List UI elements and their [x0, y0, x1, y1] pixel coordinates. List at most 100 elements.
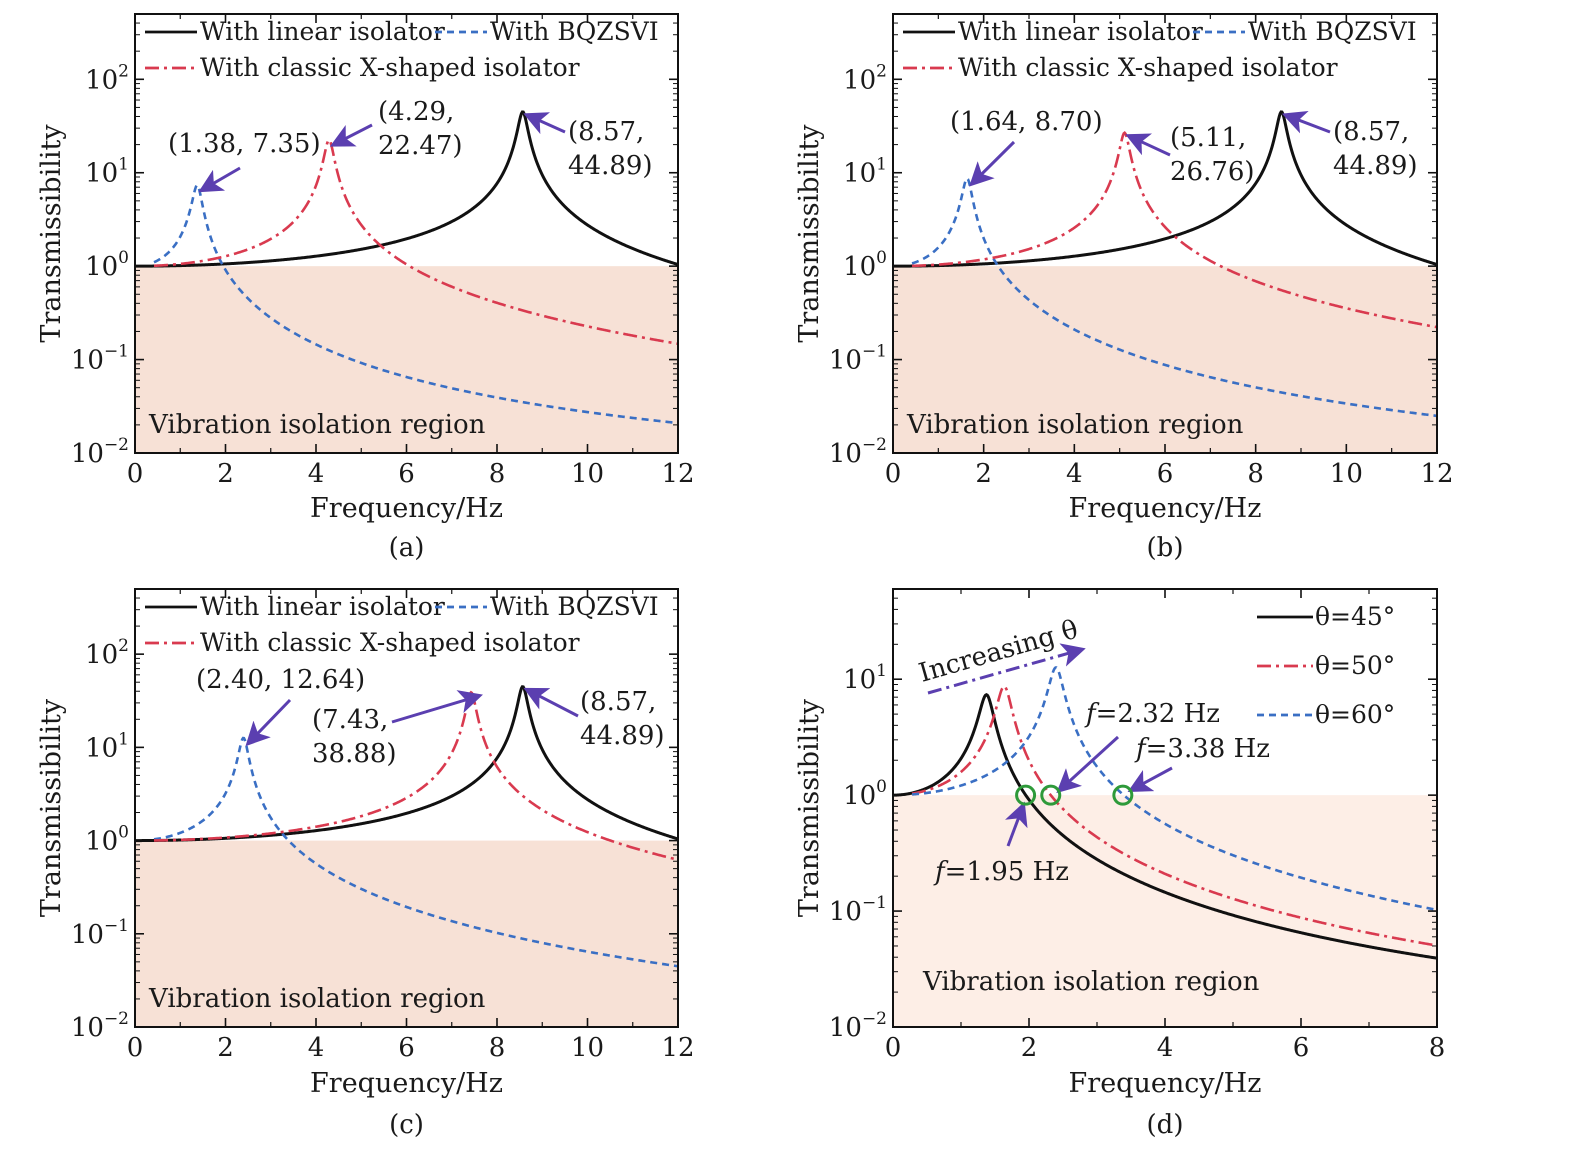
annotation-arrow: [391, 690, 483, 724]
x-tick-label: 4: [1157, 1033, 1174, 1063]
crossover-circle: [1015, 784, 1037, 806]
annotation-label: (8.57, 44.89): [580, 687, 665, 751]
x-tick-label: 6: [1157, 459, 1174, 489]
y-tick-label: 100: [843, 248, 887, 282]
legend-label: With classic X-shaped isolator: [200, 628, 580, 657]
x-axis-label: Frequency/Hz: [310, 1068, 503, 1099]
x-tick-label: 4: [1066, 459, 1083, 489]
legend-label: θ=45°: [1315, 602, 1395, 631]
x-tick-label: 8: [489, 1033, 506, 1063]
annotation-arrow: [245, 698, 292, 747]
crossover-markers: [1015, 784, 1134, 806]
legend: With linear isolator With BQZSVI With clas…: [903, 17, 1417, 82]
y-tick-label: 10−1: [829, 342, 887, 376]
x-tick-label: 6: [398, 459, 415, 489]
series-line-1: [893, 110, 1438, 268]
annotations: (1.64, 8.70) (5.11, 26.76) (8.57, 44.89): [950, 107, 1418, 187]
series-line-2: [153, 183, 679, 425]
y-axis: 10−2 10−1 100 101 102: [71, 22, 678, 469]
legend-label: θ=60°: [1315, 700, 1395, 729]
crossover-circle: [1040, 784, 1062, 806]
x-tick-label: 12: [1420, 459, 1453, 489]
legend-label: With BQZSVI: [1248, 17, 1417, 46]
annotation-label: (4.29, 22.47): [378, 97, 463, 161]
annotation-arrow: [523, 687, 579, 718]
x-tick-label: 10: [571, 459, 604, 489]
y-tick-label: 10−1: [71, 342, 129, 376]
y-tick-label: 101: [85, 155, 129, 189]
y-axis: 10−2 10−1 100 101 102: [829, 22, 1437, 469]
x-axis-label: Frequency/Hz: [1069, 493, 1262, 524]
region-label: Vibration isolation region: [148, 410, 486, 440]
isolation-region: [135, 840, 678, 1027]
legend-label: With linear isolator: [200, 592, 445, 621]
curves: [135, 110, 679, 425]
y-tick-label: 101: [843, 155, 887, 189]
curves: [135, 685, 679, 968]
panel-caption: (b): [1147, 533, 1184, 563]
curves: [893, 666, 1438, 960]
legend-label: With classic X-shaped isolator: [200, 53, 580, 82]
y-tick-label: 101: [85, 729, 129, 763]
x-tick-label: 4: [308, 1033, 325, 1063]
annotation-arrow: [1005, 801, 1028, 847]
y-tick-label: 100: [85, 248, 129, 282]
legend-label: With classic X-shaped isolator: [958, 53, 1338, 82]
legend: With linear isolator With BQZSVI With clas…: [145, 592, 659, 657]
x-tick-label: 10: [1330, 459, 1363, 489]
y-tick-label: 10−2: [71, 435, 129, 469]
annotation-label: (1.64, 8.70): [950, 107, 1103, 137]
x-tick-label: 0: [127, 459, 144, 489]
annotation-label: (8.57, 44.89): [568, 117, 653, 181]
annotation-arrow: [1056, 735, 1120, 794]
series-line-3: [153, 690, 679, 862]
annotation-label: (1.38, 7.35): [168, 129, 321, 159]
x-tick-label: 0: [127, 1033, 144, 1063]
series-line-3: [911, 666, 1438, 912]
legend-label: With linear isolator: [958, 17, 1203, 46]
y-axis: 10−2 10−1 100 101: [829, 597, 1437, 1043]
y-tick-label: 100: [843, 777, 887, 811]
increasing-label: Increasing θ: [916, 615, 1082, 689]
isolation-region: [135, 266, 678, 453]
region-label: Vibration isolation region: [922, 967, 1260, 997]
crossover-circle: [1112, 784, 1134, 806]
annotation-arrow: [1127, 766, 1173, 792]
y-tick-label: 100: [85, 823, 129, 857]
y-axis-label: Transmissibility: [794, 698, 825, 917]
y-axis-label: Transmissibility: [794, 124, 825, 343]
y-axis-label: Transmissibility: [36, 698, 67, 917]
annotation-arrow: [198, 166, 241, 193]
crossover-label: f=2.32 Hz: [1084, 699, 1220, 729]
x-tick-label: 8: [489, 459, 506, 489]
region-label: Vibration isolation region: [148, 984, 486, 1014]
crossover-label: f=1.95 Hz: [933, 857, 1069, 887]
annotation-label: (7.43, 38.88): [312, 705, 397, 769]
x-tick-label: 10: [571, 1033, 604, 1063]
annotations: (2.40, 12.64) (7.43, 38.88) (8.57, 44.89): [196, 665, 665, 769]
x-tick-label: 6: [1293, 1033, 1310, 1063]
annotation-label: (5.11, 26.76): [1170, 123, 1255, 187]
x-axis: 0 2 4 6 8 10 12: [127, 14, 695, 489]
annotation-arrow: [523, 112, 566, 135]
x-axis: 0 2 4 6 8 10 12: [885, 14, 1454, 489]
annotation-arrow: [1125, 133, 1171, 157]
panel-caption: (c): [389, 1110, 424, 1140]
y-tick-label: 102: [85, 636, 129, 670]
x-axis: 0 2 4 6 8: [885, 589, 1446, 1063]
x-axis: 0 2 4 6 8 10 12: [127, 589, 695, 1063]
x-tick-label: 8: [1247, 459, 1264, 489]
x-tick-label: 2: [1021, 1033, 1038, 1063]
legend: θ=45° θ=50° θ=60°: [1257, 602, 1395, 729]
x-tick-label: 6: [398, 1033, 415, 1063]
x-axis-label: Frequency/Hz: [310, 493, 503, 524]
annotation-label: (8.57, 44.89): [1333, 117, 1418, 181]
x-tick-label: 12: [661, 459, 694, 489]
legend: With linear isolator With BQZSVI With clas…: [145, 17, 659, 82]
x-tick-label: 0: [885, 1033, 902, 1063]
series-line-2: [911, 684, 1438, 947]
x-tick-label: 8: [1429, 1033, 1446, 1063]
annotation-label: (2.40, 12.64): [196, 665, 365, 695]
